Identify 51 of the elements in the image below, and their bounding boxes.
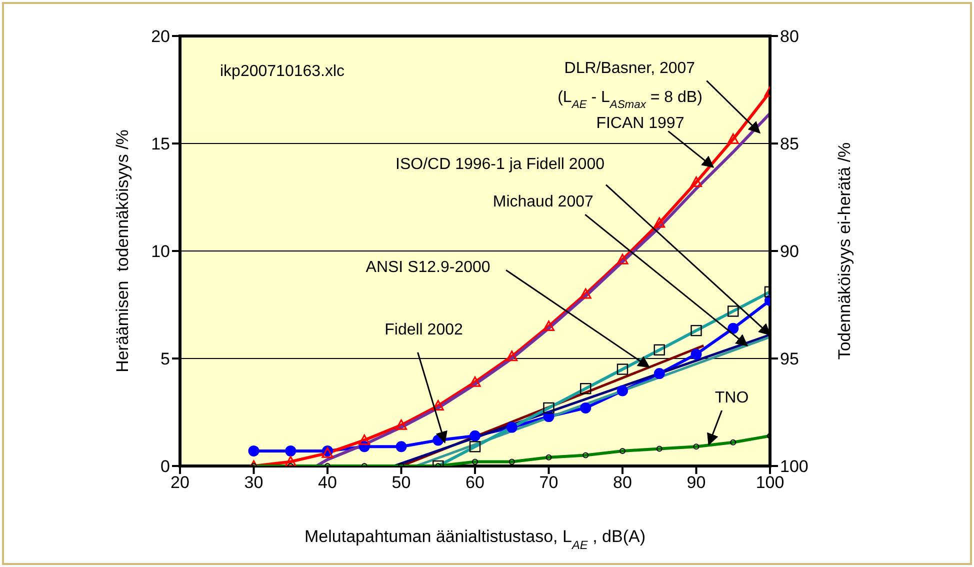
y2-axis-title: Todennäköisyys ei-herätä /% (835, 142, 854, 360)
point (284, 456, 296, 466)
x-tick-label: 90 (686, 473, 706, 492)
x-tick-label: 60 (466, 473, 484, 492)
point (285, 445, 296, 456)
annotation: (L$_{AE}$ - L$_{ASmax}$ = 8 dB) (558, 89, 702, 111)
point (432, 400, 444, 411)
point (580, 402, 592, 414)
point (469, 376, 481, 387)
y2-tick-label: 90 (780, 242, 799, 262)
y-tick-label: 20 (151, 27, 170, 46)
point (506, 350, 518, 362)
point (690, 176, 702, 187)
point (690, 348, 702, 360)
point (248, 445, 260, 456)
point (728, 322, 739, 334)
point (580, 288, 592, 299)
annotation: ikp200710163.xlc (220, 63, 345, 80)
point (506, 422, 518, 433)
point (396, 441, 407, 452)
annotation: DLR/Basner, 2007 (564, 60, 696, 77)
x-tick-label: 80 (613, 473, 632, 492)
annotation: ANSI S12.9-2000 (366, 259, 490, 276)
point (470, 430, 480, 442)
annotation: Fidell 2002 (384, 321, 463, 338)
point (617, 385, 628, 396)
annotation: TNO (714, 390, 749, 406)
x-tick-label: 30 (244, 473, 264, 492)
y2-tick-label: 85 (780, 134, 799, 154)
y2-tick-label: 80 (780, 27, 799, 46)
x-axis-title: Melutapahtuman äänialtistustaso, L$_{AE}$, dB(A) (304, 527, 646, 552)
x-tick-label: 40 (318, 473, 337, 492)
point (654, 217, 666, 228)
y-tick-label: 0 (160, 457, 170, 476)
y-axis-title: Heräämisen todennäköisyys /% (113, 130, 132, 372)
annotation: FICAN 1997 (596, 115, 684, 132)
annotation: Michaud 2007 (492, 194, 594, 211)
point (616, 254, 628, 264)
y-tick-label: 10 (151, 242, 170, 262)
point (396, 419, 407, 430)
x-tick-label: 70 (539, 473, 558, 492)
annotation: ISO/CD 1996-1 ja Fidell 2000 (396, 156, 605, 173)
point (727, 133, 739, 144)
point (543, 411, 554, 422)
x-tick-label: 50 (392, 473, 411, 492)
y-tick-label: 5 (160, 350, 170, 369)
point (654, 368, 665, 380)
point (358, 434, 370, 445)
y2-tick-label: 95 (780, 350, 799, 369)
y-tick-label: 15 (151, 134, 170, 154)
point (543, 320, 554, 331)
